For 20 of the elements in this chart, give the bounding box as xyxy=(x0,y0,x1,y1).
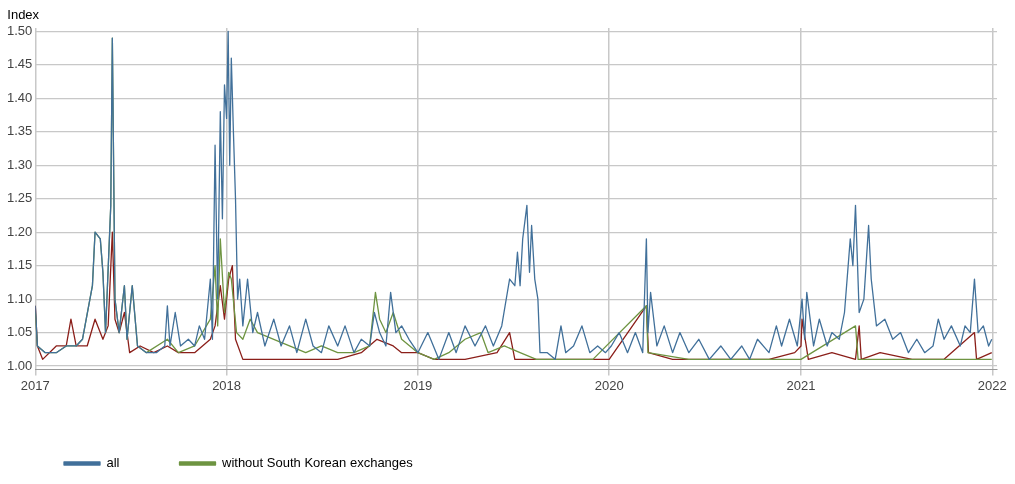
legend-label: all xyxy=(106,455,120,471)
y-tick-label: 1.35 xyxy=(6,123,33,139)
x-tick-label: 2021 xyxy=(786,377,816,393)
x-tick-label: 2019 xyxy=(403,377,433,393)
y-axis-title: Index xyxy=(7,7,40,23)
y-tick-label: 1.45 xyxy=(6,56,33,72)
y-tick-label: 1.00 xyxy=(6,357,33,373)
y-tick-label: 1.20 xyxy=(6,223,33,239)
y-tick-label: 1.15 xyxy=(6,257,33,273)
x-tick-label: 2020 xyxy=(594,377,624,393)
legend-label: without South Korean exchanges xyxy=(221,455,414,471)
y-tick-label: 1.10 xyxy=(6,290,33,306)
x-tick-label: 2018 xyxy=(212,377,242,393)
y-tick-label: 1.05 xyxy=(6,324,33,340)
y-tick-label: 1.50 xyxy=(6,22,33,38)
x-tick-label: 2022 xyxy=(977,377,1007,393)
x-tick-label: 2017 xyxy=(20,377,50,393)
y-tick-label: 1.30 xyxy=(6,156,33,172)
y-tick-label: 1.40 xyxy=(6,89,33,105)
y-tick-label: 1.25 xyxy=(6,190,33,206)
